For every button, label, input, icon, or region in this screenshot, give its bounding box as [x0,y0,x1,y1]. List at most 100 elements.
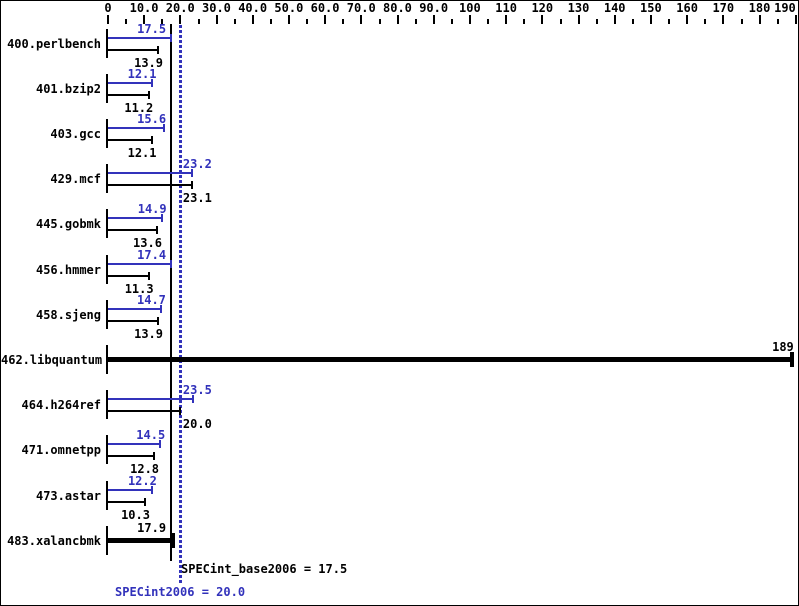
base-mean-label: SPECint_base2006 = 17.5 [181,562,348,576]
peak-value-label: 15.6 [137,111,167,126]
peak-value-label: 12.1 [127,66,157,81]
axis-tick-minor [740,19,743,24]
base-bar [108,138,152,141]
benchmark-label: 464.h264ref [21,398,101,413]
row-baseline-tick [106,525,108,555]
peak-bar-endcap [160,304,163,313]
axis-tick-major [613,15,616,24]
peak-value-label: 17.5 [137,21,167,36]
row-baseline-tick [106,480,108,510]
axis-tick-major [469,15,471,24]
base-bar [108,48,159,51]
peak-bar-endcap [192,395,195,404]
axis-tick-minor [125,19,128,24]
axis-tick-label: 190 [774,1,796,15]
base-value-label: 12.8 [130,462,160,477]
peak-bar [108,488,153,491]
axis-tick-major [251,15,254,24]
base-bar-endcap [147,271,150,280]
axis-tick-minor [668,19,671,24]
base-bar-endcap [153,452,156,461]
benchmark-label: 471.omnetpp [21,443,101,458]
axis-tick-label: 120 [531,1,554,15]
axis-tick-minor [595,19,598,24]
benchmark-label: 429.mcf [50,172,101,187]
axis-tick-minor [269,19,272,24]
base-bar [108,500,146,503]
axis-tick-label: 170 [712,1,735,15]
axis-tick-label: 30.0 [202,1,231,15]
axis-tick-label: 40.0 [238,1,268,15]
row-baseline-tick [106,344,108,374]
benchmark-label: 458.sjeng [35,307,101,322]
base-bar [108,229,158,232]
base-bar [108,410,181,413]
peak-mean-label: SPECint2006 = 20.0 [115,585,246,599]
peak-bar [108,126,165,129]
axis-tick-major [215,15,218,24]
axis-tick-minor [523,19,526,24]
axis-tick-label: 180 [748,1,771,15]
benchmark-label: 403.gcc [50,126,101,141]
peak-bar-endcap [150,78,153,87]
base-bar-endcap [790,351,795,367]
axis-tick-minor [342,19,345,24]
axis-tick-label: 90.0 [419,1,449,15]
base-value-label: 13.9 [134,55,164,70]
peak-value-label: 14.9 [137,202,167,217]
row-baseline-tick [106,435,108,465]
axis-tick-minor [704,19,707,24]
axis-tick-major [650,15,652,24]
row-baseline-tick [106,390,108,420]
axis-tick-minor [306,19,309,24]
axis-tick-label: 80.0 [383,1,412,15]
base-bar-endcap [157,45,160,54]
row-baseline-tick [106,164,108,194]
peak-bar-endcap [169,259,172,268]
peak-bar [108,36,172,39]
axis-tick-minor [378,19,381,24]
base-bar-endcap [170,532,175,548]
base-value-label: 13.6 [133,236,162,251]
benchmark-label: 401.bzip2 [35,81,101,96]
row-baseline-tick [106,299,108,329]
axis-tick-major [722,15,725,24]
base-bar-endcap [150,135,153,144]
row-baseline-tick [106,209,108,239]
axis-tick-major [179,15,182,24]
base-bar-endcap [156,226,159,235]
axis-tick-major [541,15,544,24]
axis-tick-major [324,15,327,24]
axis-tick-minor [161,19,164,24]
base-bar [108,537,173,543]
axis-tick-label: 150 [640,1,662,15]
peak-bar-endcap [159,440,162,449]
axis-tick-major [794,15,797,24]
axis-tick-minor [197,19,200,24]
peak-value-label: 23.2 [182,157,212,172]
peak-bar [108,217,162,220]
base-bar-endcap [144,497,147,506]
axis-tick-major [143,15,146,24]
peak-value-label: 12.2 [127,473,157,488]
base-bar [108,184,192,187]
axis-tick-major [432,15,435,24]
axis-tick-label: 0 [104,1,112,15]
axis-tick-label: 110 [495,1,517,15]
peak-bar [108,262,171,265]
axis-tick-label: 70.0 [346,1,376,15]
peak-bar [108,307,162,310]
base-bar [108,274,149,277]
benchmark-label: 456.hmmer [35,262,101,277]
axis-tick-label: 10.0 [129,1,159,15]
axis-tick-minor [450,19,453,24]
axis-tick-label: 160 [676,1,698,15]
base-value-label: 10.3 [121,507,150,522]
base-value-label: 12.1 [127,145,157,160]
peak-value-label: 14.7 [137,292,166,307]
peak-bar-endcap [160,214,163,223]
axis-tick-major [686,15,689,24]
axis-tick-minor [776,19,779,24]
